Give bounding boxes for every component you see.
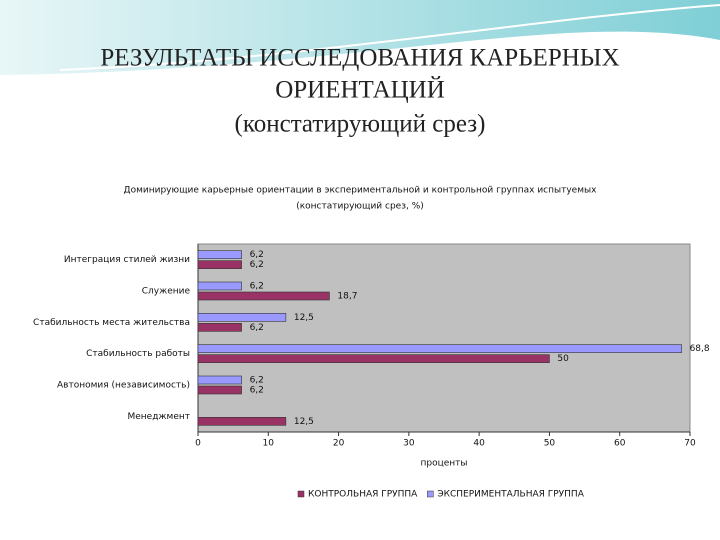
x-tick-label: 10 (263, 439, 275, 449)
y-tick-label: Стабильность места жительства (33, 318, 190, 328)
value-label: 12,5 (294, 313, 314, 323)
x-tick-label: 60 (614, 439, 626, 449)
bar (197, 344, 682, 353)
value-label: 6,2 (250, 376, 264, 386)
x-tick-label: 70 (684, 439, 696, 449)
bar (197, 375, 242, 385)
y-tick-label: Менеджмент (127, 412, 190, 422)
y-tick-label: Служение (142, 287, 191, 297)
y-tick-label: Стабильность работы (86, 349, 190, 359)
bar (197, 385, 242, 395)
x-tick-label: 40 (473, 439, 485, 449)
y-tick-label: Интеграция стилей жизни (64, 255, 190, 265)
x-tick-label: 20 (333, 439, 345, 449)
slide-subtitle: (констатирующий срез) (235, 111, 486, 138)
bar (197, 291, 330, 301)
bar (197, 260, 242, 269)
x-tick-label: 30 (403, 439, 415, 449)
bar (197, 354, 550, 363)
chart-title: Доминирующие карьерные ориентации в эксп… (124, 186, 598, 196)
x-axis-label: проценты (421, 459, 468, 469)
value-label: 50 (557, 354, 569, 364)
legend-swatch (297, 490, 305, 498)
value-label: 6,2 (250, 250, 264, 260)
x-tick-label: 0 (195, 439, 201, 449)
bar (197, 417, 287, 426)
bar (197, 313, 287, 322)
bar (197, 250, 242, 259)
plot-area (197, 243, 691, 433)
value-label: 18,7 (337, 292, 357, 302)
chart-title: (констатирующий срез, %) (296, 202, 424, 212)
legend-label: ЭКСПЕРИМЕНТАЛЬНАЯ ГРУППА (437, 490, 584, 500)
value-label: 6,2 (250, 260, 264, 270)
value-label: 68,8 (690, 344, 710, 354)
slide-title: ОРИЕНТАЦИЙ (275, 76, 445, 104)
value-label: 6,2 (250, 323, 264, 333)
value-label: 12,5 (294, 417, 314, 427)
y-tick-label: Автономия (независимость) (57, 381, 190, 391)
legend-swatch (427, 490, 434, 498)
value-label: 6,2 (250, 282, 264, 292)
legend-label: КОНТРОЛЬНАЯ ГРУППА (308, 490, 418, 500)
wave-line (59, 4, 720, 71)
x-tick-label: 50 (544, 439, 556, 449)
bar (197, 323, 242, 332)
bar (197, 281, 242, 291)
slide-title: РЕЗУЛЬТАТЫ ИССЛЕДОВАНИЯ КАРЬЕРНЫХ (100, 45, 619, 72)
value-label: 6,2 (250, 386, 264, 396)
wave-decoration (0, 0, 720, 75)
